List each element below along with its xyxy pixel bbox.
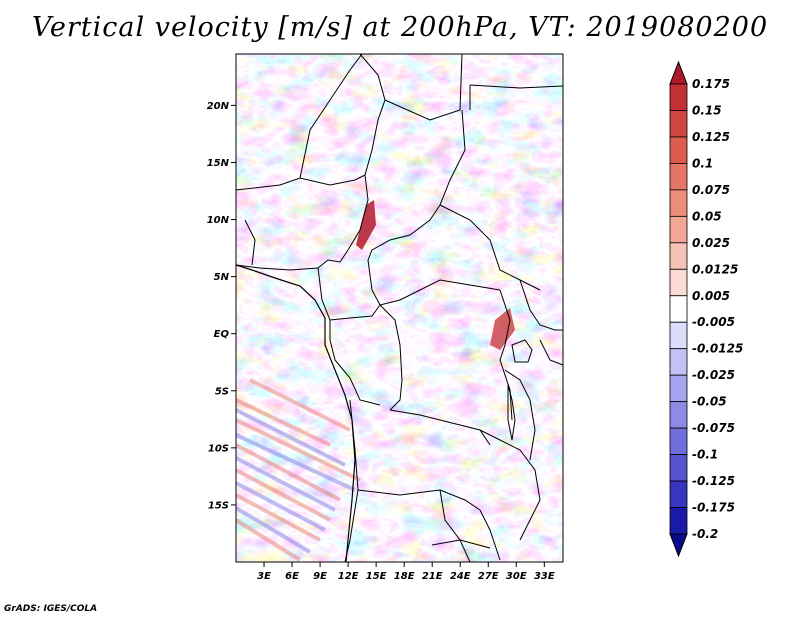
lat-tick-label: 20N bbox=[207, 101, 230, 112]
lon-tick-label: 6E bbox=[285, 571, 299, 582]
colorbar-label: -0.005 bbox=[692, 315, 735, 329]
colorbar-segment bbox=[669, 163, 688, 191]
lat-tick-label: 10N bbox=[207, 215, 230, 226]
lat-tick-label: 5S bbox=[215, 386, 229, 397]
colorbar-top-arrow bbox=[669, 60, 688, 85]
colorbar-segment bbox=[669, 374, 688, 403]
lake-victoria bbox=[511, 339, 533, 363]
colorbar-segment bbox=[669, 242, 688, 270]
country-borders bbox=[236, 54, 563, 562]
colorbar-segment bbox=[669, 83, 688, 111]
colorbar-label: 0.125 bbox=[692, 130, 730, 144]
colorbar-label: 0.05 bbox=[692, 209, 722, 223]
colorbar-segment bbox=[669, 454, 688, 482]
lon-tick-label: 27E bbox=[478, 571, 499, 582]
colorbar-segment bbox=[669, 480, 688, 508]
colorbar-segment bbox=[669, 321, 688, 350]
colorbar-segment bbox=[669, 401, 688, 429]
colorbar-label: -0.075 bbox=[692, 421, 735, 435]
colorbar-label: 0.0125 bbox=[692, 262, 738, 276]
lon-tick-label: 24E bbox=[450, 571, 471, 582]
map-title: Vertical velocity [m/s] at 200hPa, VT: 2… bbox=[31, 12, 769, 43]
strong-updraft-cameroon bbox=[356, 200, 376, 250]
colorbar-label: 0.175 bbox=[692, 77, 730, 91]
colorbar-segment bbox=[669, 110, 688, 138]
lon-tick-label: 15E bbox=[366, 571, 387, 582]
colorbar-label: -0.1 bbox=[692, 448, 718, 462]
colorbar-label: -0.025 bbox=[692, 368, 735, 382]
lon-tick-label: 18E bbox=[394, 571, 415, 582]
colorbar-label: -0.0125 bbox=[692, 342, 743, 356]
strong-updraft-east bbox=[490, 308, 515, 350]
lon-tick-label: 3E bbox=[257, 571, 271, 582]
lon-tick-label: 33E bbox=[534, 571, 555, 582]
colorbar-label: -0.175 bbox=[692, 501, 735, 515]
lat-tick-label: 5N bbox=[214, 272, 230, 283]
colorbar-segment bbox=[669, 295, 688, 323]
colorbar-segment bbox=[669, 427, 688, 455]
colorbar-label: 0.1 bbox=[692, 156, 713, 170]
colorbar-label: -0.2 bbox=[692, 527, 718, 541]
lon-tick-label: 9E bbox=[313, 571, 327, 582]
colorbar-segment bbox=[669, 507, 688, 535]
colorbar-label: 0.005 bbox=[692, 289, 730, 303]
colorbar-label: 0.075 bbox=[692, 183, 730, 197]
lat-tick-label: 15N bbox=[207, 158, 230, 169]
latitude-axis: 20N 15N 10N 5N EQ 5S 10S 15S bbox=[207, 101, 236, 511]
colorbar-segment bbox=[669, 189, 688, 217]
lake-tanganyika bbox=[507, 384, 516, 441]
lat-tick-label: EQ bbox=[214, 329, 230, 340]
lon-tick-label: 12E bbox=[338, 571, 359, 582]
colorbar-segment bbox=[669, 215, 688, 244]
colorbar: 0.175 0.15 0.125 0.1 0.075 0.05 0.025 0.0125 0.0… bbox=[669, 60, 743, 558]
colorbar-label: -0.125 bbox=[692, 474, 735, 488]
colorbar-label: 0.15 bbox=[692, 103, 722, 117]
lat-tick-label: 15S bbox=[208, 500, 229, 511]
credit-text: GrADS: IGES/COLA bbox=[4, 604, 98, 614]
field-noise bbox=[236, 54, 563, 562]
colorbar-label: -0.05 bbox=[692, 395, 727, 409]
longitude-axis: 3E 6E 9E 12E 15E 18E 21E 24E 27E 30E 33E bbox=[257, 562, 555, 582]
colorbar-segment bbox=[669, 136, 688, 164]
velocity-field bbox=[236, 54, 563, 562]
coastline bbox=[236, 264, 356, 562]
lon-tick-label: 21E bbox=[422, 571, 443, 582]
southern-streaks bbox=[236, 378, 361, 562]
colorbar-bottom-arrow bbox=[669, 533, 688, 558]
colorbar-segment bbox=[669, 348, 688, 376]
colorbar-segment bbox=[669, 268, 688, 297]
lon-tick-label: 30E bbox=[506, 571, 527, 582]
lat-tick-label: 10S bbox=[208, 443, 229, 454]
colorbar-label: 0.025 bbox=[692, 236, 730, 250]
map-frame bbox=[235, 53, 564, 563]
